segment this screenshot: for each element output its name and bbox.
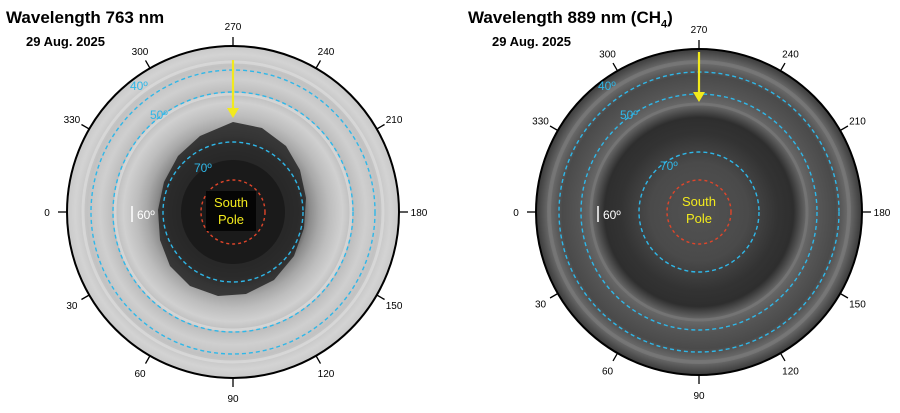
pole-label-box [206, 191, 256, 231]
azimuth-tick [549, 125, 559, 132]
azimuth-tick-label: 120 [782, 366, 799, 377]
azimuth-tick [144, 60, 151, 69]
azimuth-tick [315, 60, 322, 69]
pole-circle [200, 179, 266, 245]
azimuth-ticks [58, 37, 408, 387]
azimuth-tick-label: 210 [849, 117, 866, 128]
lat-label-50: 50º [150, 108, 168, 122]
azimuth-tick [549, 292, 559, 299]
latitude-circle-50 [112, 91, 354, 333]
observation-date: 29 Aug. 2025 [492, 34, 572, 49]
azimuth-tick [376, 123, 385, 130]
lat-label-70: 70º [660, 159, 678, 173]
pole-label-line2: Pole [218, 212, 244, 227]
azimuth-tick [315, 355, 322, 364]
azimuth-tick [839, 125, 849, 132]
azimuth-tick-label: 60 [134, 369, 146, 380]
azimuth-tick-label: 0 [513, 208, 519, 219]
arrow-head [227, 108, 239, 118]
lat-label-40: 40º [598, 79, 616, 93]
azimuth-tick-label: 270 [691, 25, 708, 36]
lat-label-60: 60º [603, 208, 621, 222]
planet-disc [536, 49, 862, 375]
panel-763nm: Wavelength 763 nm 29 Aug. 2025 [6, 8, 428, 405]
azimuth-tick-label: 240 [782, 50, 799, 61]
pole-circle [666, 179, 732, 245]
azimuth-tick-label: 240 [318, 47, 335, 58]
pole-label-line2: Pole [686, 211, 712, 226]
pole-label-line1: South [682, 194, 716, 209]
azimuth-tick-label: 60 [602, 366, 614, 377]
azimuth-tick-label: 180 [411, 208, 428, 219]
bright-ring [589, 102, 809, 322]
panel-889nm: Wavelength 889 nm (CH4) 29 Aug. 2025 [450, 0, 900, 413]
azimuth-tick-labels: 0 30 60 90 120 150 180 210 240 270 300 330 [44, 22, 428, 405]
azimuth-tick [839, 292, 849, 299]
azimuth-tick-label: 90 [693, 391, 705, 402]
azimuth-tick-labels: 0 30 60 90 120 150 180 210 240 270 300 330 [513, 25, 891, 402]
arrow-head [693, 92, 705, 102]
lat-label-40: 40º [130, 79, 148, 93]
azimuth-tick [376, 294, 385, 301]
azimuth-tick-label: 120 [318, 369, 335, 380]
azimuth-tick-label: 0 [44, 208, 50, 219]
azimuth-tick-label: 30 [66, 301, 78, 312]
azimuth-tick-label: 90 [227, 394, 239, 405]
azimuth-tick-label: 30 [535, 300, 547, 311]
azimuth-tick [779, 352, 786, 362]
azimuth-tick-label: 330 [64, 115, 81, 126]
azimuth-tick-label: 300 [132, 47, 149, 58]
latitude-circle-70 [638, 151, 760, 273]
azimuth-tick [779, 62, 786, 72]
latitude-circle-70 [162, 141, 304, 283]
azimuth-tick [612, 62, 619, 72]
azimuth-tick [612, 352, 619, 362]
pole-label-line1: South [214, 195, 248, 210]
azimuth-tick [144, 355, 151, 364]
azimuth-tick-label: 150 [386, 301, 403, 312]
azimuth-tick [81, 294, 90, 301]
azimuth-tick-label: 270 [225, 22, 242, 33]
panel-title: Wavelength 763 nm [6, 8, 165, 27]
azimuth-tick-label: 210 [386, 115, 403, 126]
azimuth-tick-label: 330 [532, 117, 549, 128]
azimuth-tick-label: 300 [599, 50, 616, 61]
lat-label-50: 50º [620, 108, 638, 122]
panel-title: Wavelength 889 nm (CH4) [468, 8, 673, 31]
azimuth-tick-label: 180 [874, 208, 891, 219]
lat-label-70: 70º [194, 161, 212, 175]
observation-date: 29 Aug. 2025 [26, 34, 106, 49]
lat-label-60: 60º [137, 208, 155, 222]
azimuth-ticks [527, 40, 871, 384]
azimuth-tick-label: 150 [849, 300, 866, 311]
azimuth-tick [81, 123, 90, 130]
